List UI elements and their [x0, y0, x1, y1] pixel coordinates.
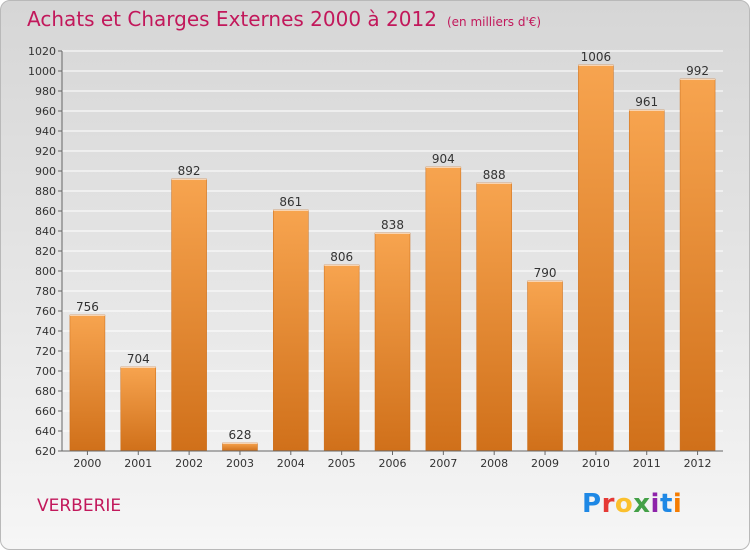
data-label-2007: 904 — [432, 152, 455, 166]
data-label-2012: 992 — [686, 64, 709, 78]
y-tick-label: 640 — [35, 425, 56, 438]
x-tick-label-2005: 2005 — [328, 457, 356, 470]
y-tick-label: 860 — [35, 205, 56, 218]
logo-letter: r — [601, 489, 615, 519]
y-tick-label: 720 — [35, 345, 56, 358]
bars — [69, 64, 716, 452]
bar-2002 — [171, 178, 207, 452]
data-label-2002: 892 — [178, 164, 201, 178]
x-tick-label-2000: 2000 — [73, 457, 101, 470]
bar-2011 — [628, 109, 665, 452]
data-label-2005: 806 — [330, 250, 353, 264]
data-label-2000: 756 — [76, 300, 99, 314]
data-label-2010: 1006 — [581, 50, 612, 64]
y-tick-label: 820 — [35, 245, 56, 258]
logo-letter: P — [582, 489, 602, 519]
data-label-2001: 704 — [127, 352, 150, 366]
y-tick-label: 900 — [35, 165, 56, 178]
x-tick-label-2008: 2008 — [480, 457, 508, 470]
y-tick-label: 920 — [35, 145, 56, 158]
logo-letter: x — [633, 489, 651, 519]
y-tick-label: 800 — [35, 265, 56, 278]
y-tick-label: 980 — [35, 85, 56, 98]
x-tick-label-2011: 2011 — [633, 457, 661, 470]
y-tick-label: 740 — [35, 325, 56, 338]
bar-2004 — [273, 209, 309, 452]
y-tick-label: 1000 — [28, 65, 56, 78]
data-label-2009: 790 — [534, 266, 557, 280]
bar-2010 — [578, 64, 614, 452]
chart-title: Achats et Charges Externes 2000 à 2012 (e… — [27, 7, 541, 31]
commune-name: VERBERIE — [37, 496, 122, 516]
chart-unit: (en milliers d'€) — [446, 15, 542, 29]
logo-letter: i — [650, 489, 660, 519]
logo-letter: o — [614, 489, 634, 519]
x-tick-label-2007: 2007 — [429, 457, 457, 470]
bar-2012 — [679, 78, 716, 452]
y-tick-label: 680 — [35, 385, 56, 398]
bar-2009 — [527, 280, 563, 452]
x-tick-label-2002: 2002 — [175, 457, 203, 470]
data-label-2008: 888 — [483, 168, 506, 182]
x-tick-label-2003: 2003 — [226, 457, 254, 470]
x-tick-label-2010: 2010 — [582, 457, 610, 470]
bar-2005 — [323, 264, 360, 452]
x-tick-label-2001: 2001 — [124, 457, 152, 470]
data-label-2003: 628 — [229, 428, 252, 442]
logo-letter: i — [672, 489, 683, 519]
axes: 620 640 660 680 700 720 740 760 780 800 820 840 860 8… — [28, 45, 723, 470]
bar-2001 — [120, 366, 157, 452]
bar-2007 — [425, 166, 462, 452]
x-tick-label-2004: 2004 — [277, 457, 305, 470]
bar-2003 — [222, 442, 258, 452]
x-tick-label-2006: 2006 — [379, 457, 407, 470]
data-label-2006: 838 — [381, 218, 404, 232]
y-tick-label: 660 — [35, 405, 56, 418]
y-tick-label: 760 — [35, 305, 56, 318]
bar-2006 — [374, 232, 411, 452]
y-tick-label: 840 — [35, 225, 56, 238]
chart-title-text: Achats et Charges Externes 2000 à 2012 — [27, 7, 437, 31]
data-label-2011: 961 — [635, 95, 658, 109]
bar-2000 — [69, 314, 106, 452]
y-tick-label: 1020 — [28, 45, 56, 58]
data-label-2004: 861 — [279, 195, 302, 209]
proxiti-logo[interactable]: Proxiti — [582, 489, 682, 519]
bar-2008 — [476, 182, 512, 452]
x-tick-label-2009: 2009 — [531, 457, 559, 470]
logo-letter: t — [659, 489, 673, 519]
x-tick-label-2012: 2012 — [684, 457, 712, 470]
y-tick-label: 620 — [35, 445, 56, 458]
y-tick-label: 700 — [35, 365, 56, 378]
y-tick-label: 780 — [35, 285, 56, 298]
y-tick-label: 880 — [35, 185, 56, 198]
y-tick-label: 960 — [35, 105, 56, 118]
y-tick-label: 940 — [35, 125, 56, 138]
